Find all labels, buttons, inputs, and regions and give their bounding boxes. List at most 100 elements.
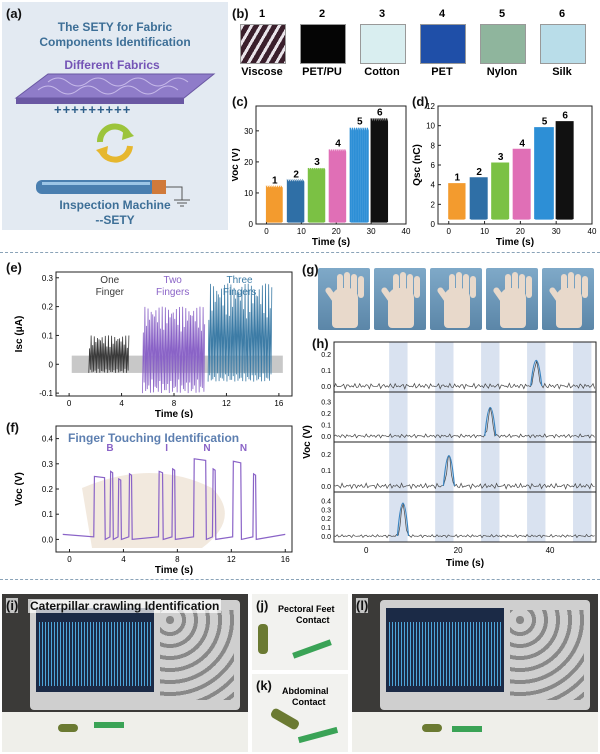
hand-photo [318, 268, 370, 330]
finger-overlay [82, 473, 225, 548]
x-tick-label: 0 [67, 399, 72, 408]
x-tick-label: 4 [121, 555, 126, 564]
oscilloscope-knobs-l [510, 610, 584, 700]
series-label: 2 [476, 167, 482, 178]
legend-label: Two [164, 275, 183, 286]
legend-label: Fingers [156, 287, 189, 298]
series-1-line [448, 183, 466, 220]
y-tick-label: 0.2 [321, 452, 331, 459]
x-axis-label: Time (s) [312, 237, 350, 248]
letter-label: I [165, 443, 168, 454]
series-label: 3 [314, 157, 320, 168]
voc-trace [333, 406, 595, 439]
chart-e: 0 4 8 12 16 -0.1 0 0.1 0.2 0.3 Time (s) Isc (μA) One… [14, 271, 293, 418]
plot-frame [255, 105, 407, 225]
x-axis-label: Time (s) [446, 558, 484, 569]
y-tick-label: 0.2 [42, 485, 54, 494]
series-label: 1 [455, 173, 461, 184]
swatch-label: PET/PU [302, 66, 342, 78]
hand-photo [374, 268, 426, 330]
y-axis-label: Voc (V) [14, 472, 25, 506]
series-2-line [469, 177, 488, 220]
series-label: 5 [542, 117, 548, 128]
panel-k-label: (k) [256, 678, 272, 693]
y-tick-label: 0.1 [321, 423, 331, 430]
chart-h: 0.0 0.1 0.2 0.0 0.1 0.2 0.3 0.0 0.1 0.2 0.0 0.1 0.2 0… [302, 341, 597, 569]
panel-i-label: (i) [6, 598, 19, 613]
swatch-number: 1 [258, 8, 266, 20]
series-6-line [555, 121, 574, 220]
y-tick-label: 0.1 [321, 368, 331, 375]
panel-h-label: (h) [312, 336, 329, 351]
y-axis-label: Voc (V) [232, 148, 241, 182]
y-tick-label: 0.3 [321, 507, 331, 514]
x-tick-label: 0 [264, 227, 269, 236]
oscilloscope [30, 600, 240, 710]
series-line [207, 283, 273, 382]
y-tick-label: 0.0 [321, 534, 331, 541]
panel-e-label: (e) [6, 260, 22, 275]
swatch-label: PET [431, 66, 453, 78]
series-4-line [512, 148, 531, 220]
section-divider-1 [0, 252, 600, 253]
y-tick-label: 0 [49, 360, 54, 369]
panel-j-label: (j) [256, 598, 269, 613]
chart-c: 0 10 20 30 40 0 10 20 30 Time (s) Voc (V) 1 2 3 4 5 6 [232, 105, 411, 248]
y-axis-label: Isc (μA) [14, 316, 25, 353]
y-tick-label: 0.0 [42, 535, 54, 544]
x-axis-label: Time (s) [155, 565, 193, 576]
x-tick-label: 0 [67, 555, 72, 564]
x-axis-label: Time (s) [155, 409, 193, 418]
section-divider-2 [0, 579, 600, 580]
peak-highlight [396, 502, 410, 537]
y-tick-label: 0.1 [321, 525, 331, 532]
series-3-line [307, 167, 326, 223]
chart-f: 0 4 8 12 16 0.0 0.1 0.2 0.3 0.4 Time (s) Voc (V) Fin… [14, 425, 293, 576]
fabric-swatch [240, 24, 286, 64]
swatch-number: 6 [558, 8, 566, 20]
x-tick-label: 20 [454, 546, 463, 555]
swatch-label: Viscose [241, 66, 283, 78]
y-tick-label: 0.2 [321, 411, 331, 418]
photo-k: (k) Abdominal Contact [252, 674, 348, 752]
y-tick-label: 0.1 [42, 331, 54, 340]
series-5-line [534, 127, 554, 220]
panel-a-title-line2: Components Identification [39, 35, 191, 49]
y-tick-label: 10 [244, 189, 253, 198]
paper-surface [2, 712, 248, 752]
fabric-illustration [14, 73, 216, 104]
panel-c-label: (c) [232, 94, 248, 109]
letter-label: N [203, 443, 210, 454]
swatch-number: 5 [498, 8, 506, 20]
oscilloscope-l [380, 600, 590, 710]
fabric-swatch [420, 24, 466, 64]
hand-photo [430, 268, 482, 330]
x-tick-label: 0 [447, 227, 452, 236]
fabric-swatch [480, 24, 526, 64]
panel-b-label: (b) [232, 6, 249, 21]
inspection-machine-illustration [36, 180, 190, 207]
series-label: 5 [357, 117, 363, 128]
y-tick-label: 6 [431, 161, 436, 170]
oscilloscope-screen-l [386, 608, 504, 692]
paper-surface-l [352, 712, 598, 752]
series-label: 4 [519, 138, 525, 149]
photo-j: (j) Pectoral Feet Contact [252, 594, 348, 670]
series-line [88, 335, 130, 373]
electrode-k [297, 726, 339, 744]
panel-k-caption-line2: Contact [292, 697, 326, 707]
y-tick-label: 4 [431, 181, 436, 190]
y-tick-label: 0.0 [321, 384, 331, 391]
y-tick-label: 0.3 [321, 400, 331, 407]
series-label: 4 [335, 138, 341, 149]
panel-j-caption-line1: Pectoral Feet [278, 604, 335, 614]
y-tick-label: 0.2 [42, 303, 54, 312]
series-label: 1 [272, 176, 278, 187]
x-tick-label: 40 [402, 227, 411, 236]
x-tick-label: 12 [227, 555, 236, 564]
panel-a-label: (a) [6, 6, 22, 21]
x-tick-label: 10 [297, 227, 306, 236]
series-label: 2 [293, 170, 299, 181]
overlay-title: Finger Touching Identification [68, 431, 239, 445]
panel-j-caption-line2: Contact [296, 615, 330, 625]
